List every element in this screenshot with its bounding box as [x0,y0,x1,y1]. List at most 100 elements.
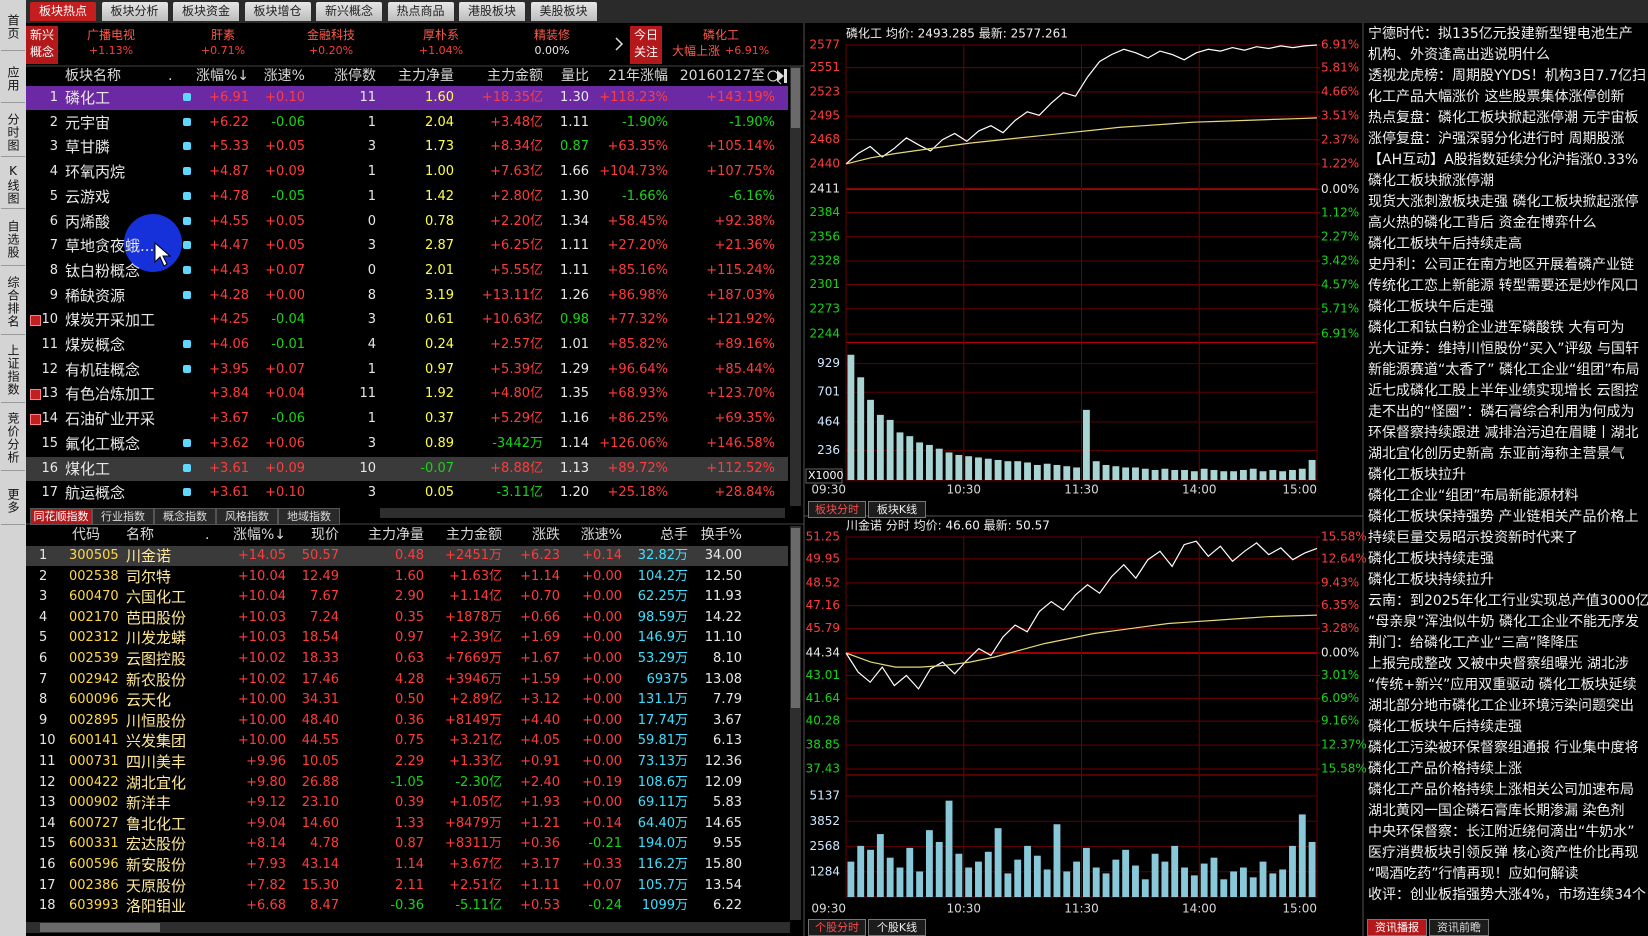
stock-header[interactable]: . [205,527,210,543]
stock-cell[interactable]: 云天化 [126,691,172,710]
stock-header[interactable]: 名称 [126,527,154,543]
sector-tab[interactable]: 概念指数 [154,508,216,525]
stock-header[interactable]: 主力净量 [368,527,424,543]
chart-tab[interactable]: 个股分时 [808,919,866,936]
sector-tab[interactable]: 地域指数 [278,508,340,525]
sector-cell[interactable]: 煤化工 [65,459,111,478]
sector-cell[interactable]: 氟化工概念 [65,434,141,453]
stock-cell[interactable]: 新洋丰 [126,794,172,813]
stock-header[interactable]: 现价 [311,527,339,543]
concept-name[interactable]: 肝素 [210,28,235,42]
news-item[interactable]: 涨停复盘：沪强深弱分化进行时 周期股涨 [1368,131,1625,147]
news-item[interactable]: 化工产品大幅涨价 这些股票集体涨停创新 [1368,89,1625,105]
stock-header[interactable]: 主力金额 [446,527,502,543]
sidebar-item[interactable]: 应用 [1,56,25,103]
stock-cell[interactable]: 新农股份 [126,670,187,689]
concept-name[interactable]: 广播电视 [86,28,135,42]
sector-cell[interactable]: 丙烯酸 [65,212,111,231]
news-item[interactable]: 宁德时代：拟135亿元投建新型锂电池生产 [1368,26,1633,42]
stock-cell[interactable]: 新安股份 [126,856,187,874]
sector-tab[interactable]: 行业指数 [92,508,154,525]
news-item[interactable]: 现货大涨刺激板块走强 磷化工板块掀起涨停 [1368,194,1639,210]
top-tab[interactable]: 板块资金 [173,2,239,21]
chart-tab[interactable]: 板块分时 [808,501,866,518]
focus-label[interactable]: 今日关注 [630,26,662,64]
sector-header[interactable]: 主力净量 [398,68,454,84]
news-item[interactable]: “母亲泉”浑浊似牛奶 磷化工企业不能无序发 [1368,614,1639,630]
stock-cell[interactable]: 湖北宜化 [126,773,187,792]
scrollbar[interactable] [790,66,801,506]
sector-cell[interactable]: 有机硅概念 [65,360,141,379]
sector-cell[interactable]: 石油矿业开采 [65,410,156,429]
chart-tab[interactable]: 板块K线 [868,501,926,518]
expand-button[interactable] [30,315,41,327]
news-item[interactable]: 环保督察持续跟进 减排治污迫在眉睫丨湖北 [1368,425,1639,441]
news-item[interactable]: 磷化工板块午后持续走强 [1368,719,1522,735]
stock-cell[interactable]: 天原股份 [126,876,187,895]
top-tab[interactable]: 新兴概念 [316,2,382,21]
sector-cell[interactable]: 航运概念 [65,484,126,503]
chart-tab[interactable]: 个股K线 [868,919,926,936]
sector-cell[interactable]: 有色冶炼加工 [65,385,156,404]
sector-cell[interactable]: 草地贪夜蛾... [65,237,155,256]
top-tab[interactable]: 板块热点 [30,2,96,21]
news-item[interactable]: 磷化工和钛白粉企业进军磷酸铁 大有可为 [1368,320,1625,336]
sector-header[interactable]: . [168,68,173,84]
sidebar-item[interactable]: 竞价分析 [1,406,25,471]
news-item[interactable]: 磷化工产品价格持续上涨 [1368,761,1522,777]
news-item[interactable]: 医疗消费板块引领反弹 核心资产性价比再现 [1368,845,1639,861]
concept-name[interactable]: 厚朴系 [422,28,459,42]
news-item[interactable]: 湖北部分地市磷化工企业环境污染问题突出 [1368,698,1634,714]
news-item[interactable]: 湖北黄冈一国企磷石膏库长期渗漏 染色剂 [1368,803,1625,819]
stock-cell[interactable]: 云图控股 [126,650,187,668]
news-item[interactable]: 磷化工板块持续走强 [1368,551,1494,567]
news-item[interactable]: 收评：创业板指强势大涨4%，市场连续34个 [1368,887,1647,903]
news-item[interactable]: 近七成磷化工股上半年业绩实现增长 云图控 [1368,383,1639,399]
sidebar-item[interactable]: 综合排名 [1,270,25,335]
scrollbar[interactable] [26,922,790,933]
news-item[interactable]: 磷化工企业“组团”布局新能源材料 [1368,488,1579,504]
stock-header[interactable]: 涨速% [580,527,622,543]
news-item[interactable]: 【AH互动】A股指数延续分化沪指涨0.33% [1368,152,1639,168]
news-item[interactable]: 磷化工板块保持强势 产业链相关产品价格上 [1368,509,1639,525]
sector-header[interactable]: 板块名称 [65,68,121,84]
news-item[interactable]: 透视龙虎榜：周期股YYDS！机构3日7.7亿扫 [1368,68,1646,84]
sector-header[interactable]: 涨停数 [334,68,376,84]
news-item[interactable]: 走不出的“怪圈”：磷石膏综合利用为何成为 [1368,404,1635,420]
stock-cell[interactable]: 川发龙蟒 [126,629,187,648]
sidebar-item[interactable]: 自选股 [1,213,25,266]
scroll-thumb[interactable] [791,68,800,128]
stock-cell[interactable]: 川金诺 [126,547,172,565]
news-item[interactable]: 磷化工产品价格持续上涨相关公司加速布局 [1368,782,1634,798]
sector-tab[interactable]: 风格指数 [216,508,278,525]
news-item[interactable]: 磷化工板块午后持续走高 [1368,236,1522,252]
scroll-thumb[interactable] [791,528,800,708]
news-item[interactable]: 新能源赛道“太香了” 磷化工企业“组团”布局 [1368,362,1640,378]
scrollbar[interactable] [790,526,801,920]
top-tab[interactable]: 板块分析 [101,2,168,21]
sector-cell[interactable]: 煤炭开采加工 [65,311,156,330]
stock-header[interactable]: 涨幅%↓ [232,527,286,543]
sector-cell[interactable]: 煤炭概念 [65,336,126,354]
sector-cell[interactable]: 元宇宙 [65,113,111,132]
stock-header[interactable]: 代码 [72,527,100,543]
concept-label[interactable]: 新兴概念 [26,26,58,64]
expand-button[interactable] [30,414,41,426]
sidebar-item[interactable]: 分时图 [1,108,25,157]
news-item[interactable]: 上报完成整改 又被中央督察组曝光 湖北涉 [1368,656,1629,672]
top-tab[interactable]: 港股板块 [459,2,525,21]
top-tab[interactable]: 热点商品 [387,2,454,21]
news-tab[interactable]: 资讯前瞻 [1429,919,1489,936]
top-tab[interactable]: 美股板块 [530,2,597,21]
sidebar-item[interactable]: K线图 [1,160,25,209]
sidebar-item[interactable]: 上证指数 [1,338,25,403]
news-tab[interactable]: 资讯播报 [1367,919,1427,936]
sector-cell[interactable]: 磷化工 [65,89,111,107]
stock-cell[interactable]: 洛阳钼业 [126,897,187,916]
news-item[interactable]: 磷化工板块掀涨停潮 [1368,173,1494,189]
focus-name[interactable]: 磷化工 [702,28,739,42]
news-item[interactable]: 荆门：给磷化工产业“三高”降降压 [1368,635,1579,651]
news-item[interactable]: 湖北宜化创历史新高 东亚前海称主营景气 [1368,446,1625,462]
news-item[interactable]: 传统化工恋上新能源 转型需要还是炒作风口 [1368,278,1639,294]
sector-tab[interactable]: 同花顺指数 [30,508,92,525]
